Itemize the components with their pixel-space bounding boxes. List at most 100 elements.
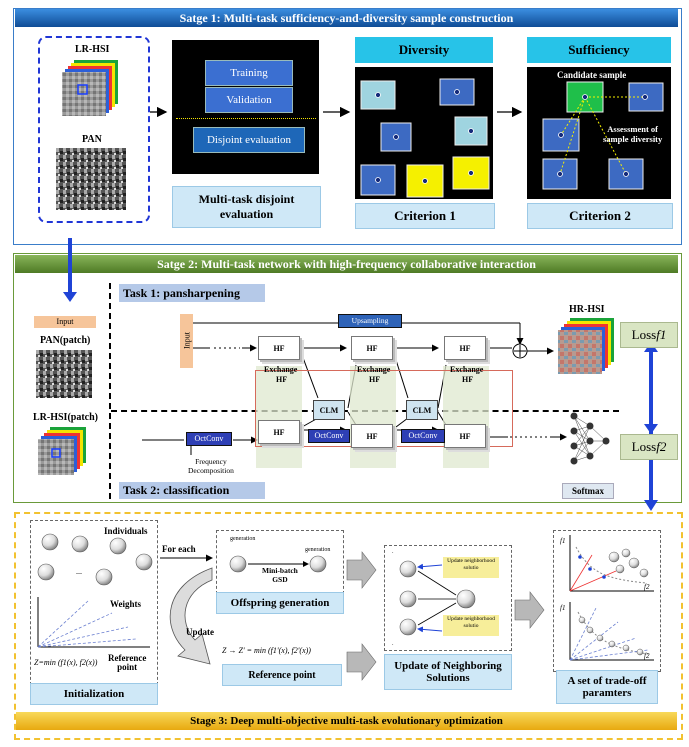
individuals-circles: ... [37,533,153,586]
tradeoff-line2: paramters [582,687,632,699]
mini-batch-line2: GSD [272,575,288,584]
input-tag: Input [34,316,96,328]
offspring-box: Offspring generation [216,592,344,614]
hf-ghost-label-2: HF [369,375,381,384]
z-update-formula: Z → Z' = min (f1'(x), f2'(x)) [222,646,311,655]
stage2-panel [13,253,682,503]
softmax-network [570,412,610,465]
disjoint-caption-line1: Multi-task disjoint [198,192,295,206]
hf-block-bottom-3: HF [444,424,486,448]
neighboring-line2: Solutions [426,672,470,684]
hf-block-bottom-2: HF [351,424,393,448]
assessment-label: Assessment of sample diversity [603,124,662,144]
weights-label: Weights [110,599,142,609]
weights-chart [37,597,150,648]
neighboring-line1: Update of Neighboring [394,660,502,672]
criterion1-box: Criterion 1 [355,203,495,229]
hf-ghost-label-3: HF [462,375,474,384]
loss1-box: Lossf1 [620,322,678,348]
svg-text:f2: f2 [644,583,650,591]
hf-block-top-2: HF [351,336,393,360]
initialization-box: Initialization [30,683,158,705]
lr-hsi-label: LR-HSI [75,44,110,55]
for-each-label: For each [162,544,196,554]
freq-line2: Decomposition [188,466,234,475]
reference-line1: Reference [108,653,147,663]
exchange-label-2: Exchange [357,365,391,374]
octconv-input: OctConv [186,432,232,446]
octconv-1: OctConv [308,429,350,443]
pan-image [56,148,126,210]
svg-text:.: . [392,549,394,555]
ghost-stack-1 [256,366,302,468]
hf-block-top-1: HF [258,336,300,360]
input-vertical-box: Input [180,314,193,368]
stage3-title: Stage 3: Deep multi-objective multi-task… [16,712,677,730]
loss2-label: Loss [631,439,657,454]
disjoint-eval-box: Disjoint evaluation [193,127,305,153]
input-separator [109,283,111,499]
frequency-decomposition: Frequency Decomposition [188,457,234,475]
training-box: Training [205,60,293,86]
softmax-box: Softmax [562,483,614,499]
ghost-stack-2 [350,366,396,468]
update-neighborhood-bottom: Update neighborhood solutio [443,615,499,636]
svg-text:f1: f1 [560,537,565,545]
loss1-label: Loss [631,327,657,342]
criterion2-box: Criterion 2 [527,203,673,229]
lr-hsi-patch-label: LR-HSI(patch) [33,412,99,423]
update-neighborhood-top: Update neighborhood solutio [443,557,499,578]
tradeoff-box: A set of trade-off paramters [556,670,658,704]
hf-ghost-label-1: HF [276,375,288,384]
pareto-chart-bottom: f1 f2 [560,602,654,661]
task1-label: Task 1: pansharpening [119,284,265,302]
mini-batch-line1: Mini-batch [262,566,298,575]
pan-patch-image [36,350,92,398]
task2-label: Task 2: classification [119,482,265,499]
stage3-panel [14,512,683,740]
offspring-diagram [229,555,327,573]
hr-hsi-cube [558,318,614,374]
assessment-line1: Assessment of [607,124,659,134]
candidate-sample-label: Candidate sample [557,70,627,80]
reference-line2: point [117,662,138,672]
un-top-line1: Update neighborhood [447,558,495,564]
hf-block-top-3: HF [444,336,486,360]
un-top-line2: solutio [463,565,479,571]
stage2-title: Satge 2: Multi-task network with high-fr… [15,255,678,273]
stage1-title: Satge 1: Multi-task sufficiency-and-dive… [15,9,678,27]
pan-label: PAN [82,134,102,145]
diversity-header: Diversity [355,37,493,63]
svg-text:f1: f1 [560,604,565,612]
octconv-2: OctConv [401,429,445,443]
stage1-panel [13,8,682,245]
svg-text:...: ... [76,567,82,576]
gen-label-right: generation [305,547,331,553]
stage1-input-box [38,36,150,223]
z-formula: Z=min (f1(x), f2(x)) [34,658,98,667]
un-bottom-line2: solutio [463,623,479,629]
neighbor-diagram: .. [392,549,476,647]
lr-hsi-patch-cube [38,427,86,475]
upsampling-box: Upsampling [338,314,402,328]
neighbor-panel [384,545,512,651]
lr-hsi-cube [62,60,118,116]
freq-line1: Frequency [195,457,227,466]
dotted-divider [176,118,316,119]
loss1-sub: f1 [656,327,667,342]
update-label: Update [186,627,215,637]
sufficiency-samples [542,81,664,190]
loss2-box: Lossf2 [620,434,678,460]
hr-hsi-label: HR-HSI [569,304,605,315]
mini-batch-label: Mini-batch GSD [262,566,298,584]
gen-label-left: generation [230,536,256,542]
disjoint-caption: Multi-task disjoint evaluation [172,186,321,228]
exchange-label-1: Exchange [264,365,298,374]
svg-text:.: . [392,641,394,647]
clm-block-2: CLM [406,400,438,420]
tradeoff-line1: A set of trade-off [567,675,647,687]
pareto-chart-top: f1 f2 [560,535,654,592]
neighboring-solutions-box: Update of Neighboring Solutions [384,654,512,690]
